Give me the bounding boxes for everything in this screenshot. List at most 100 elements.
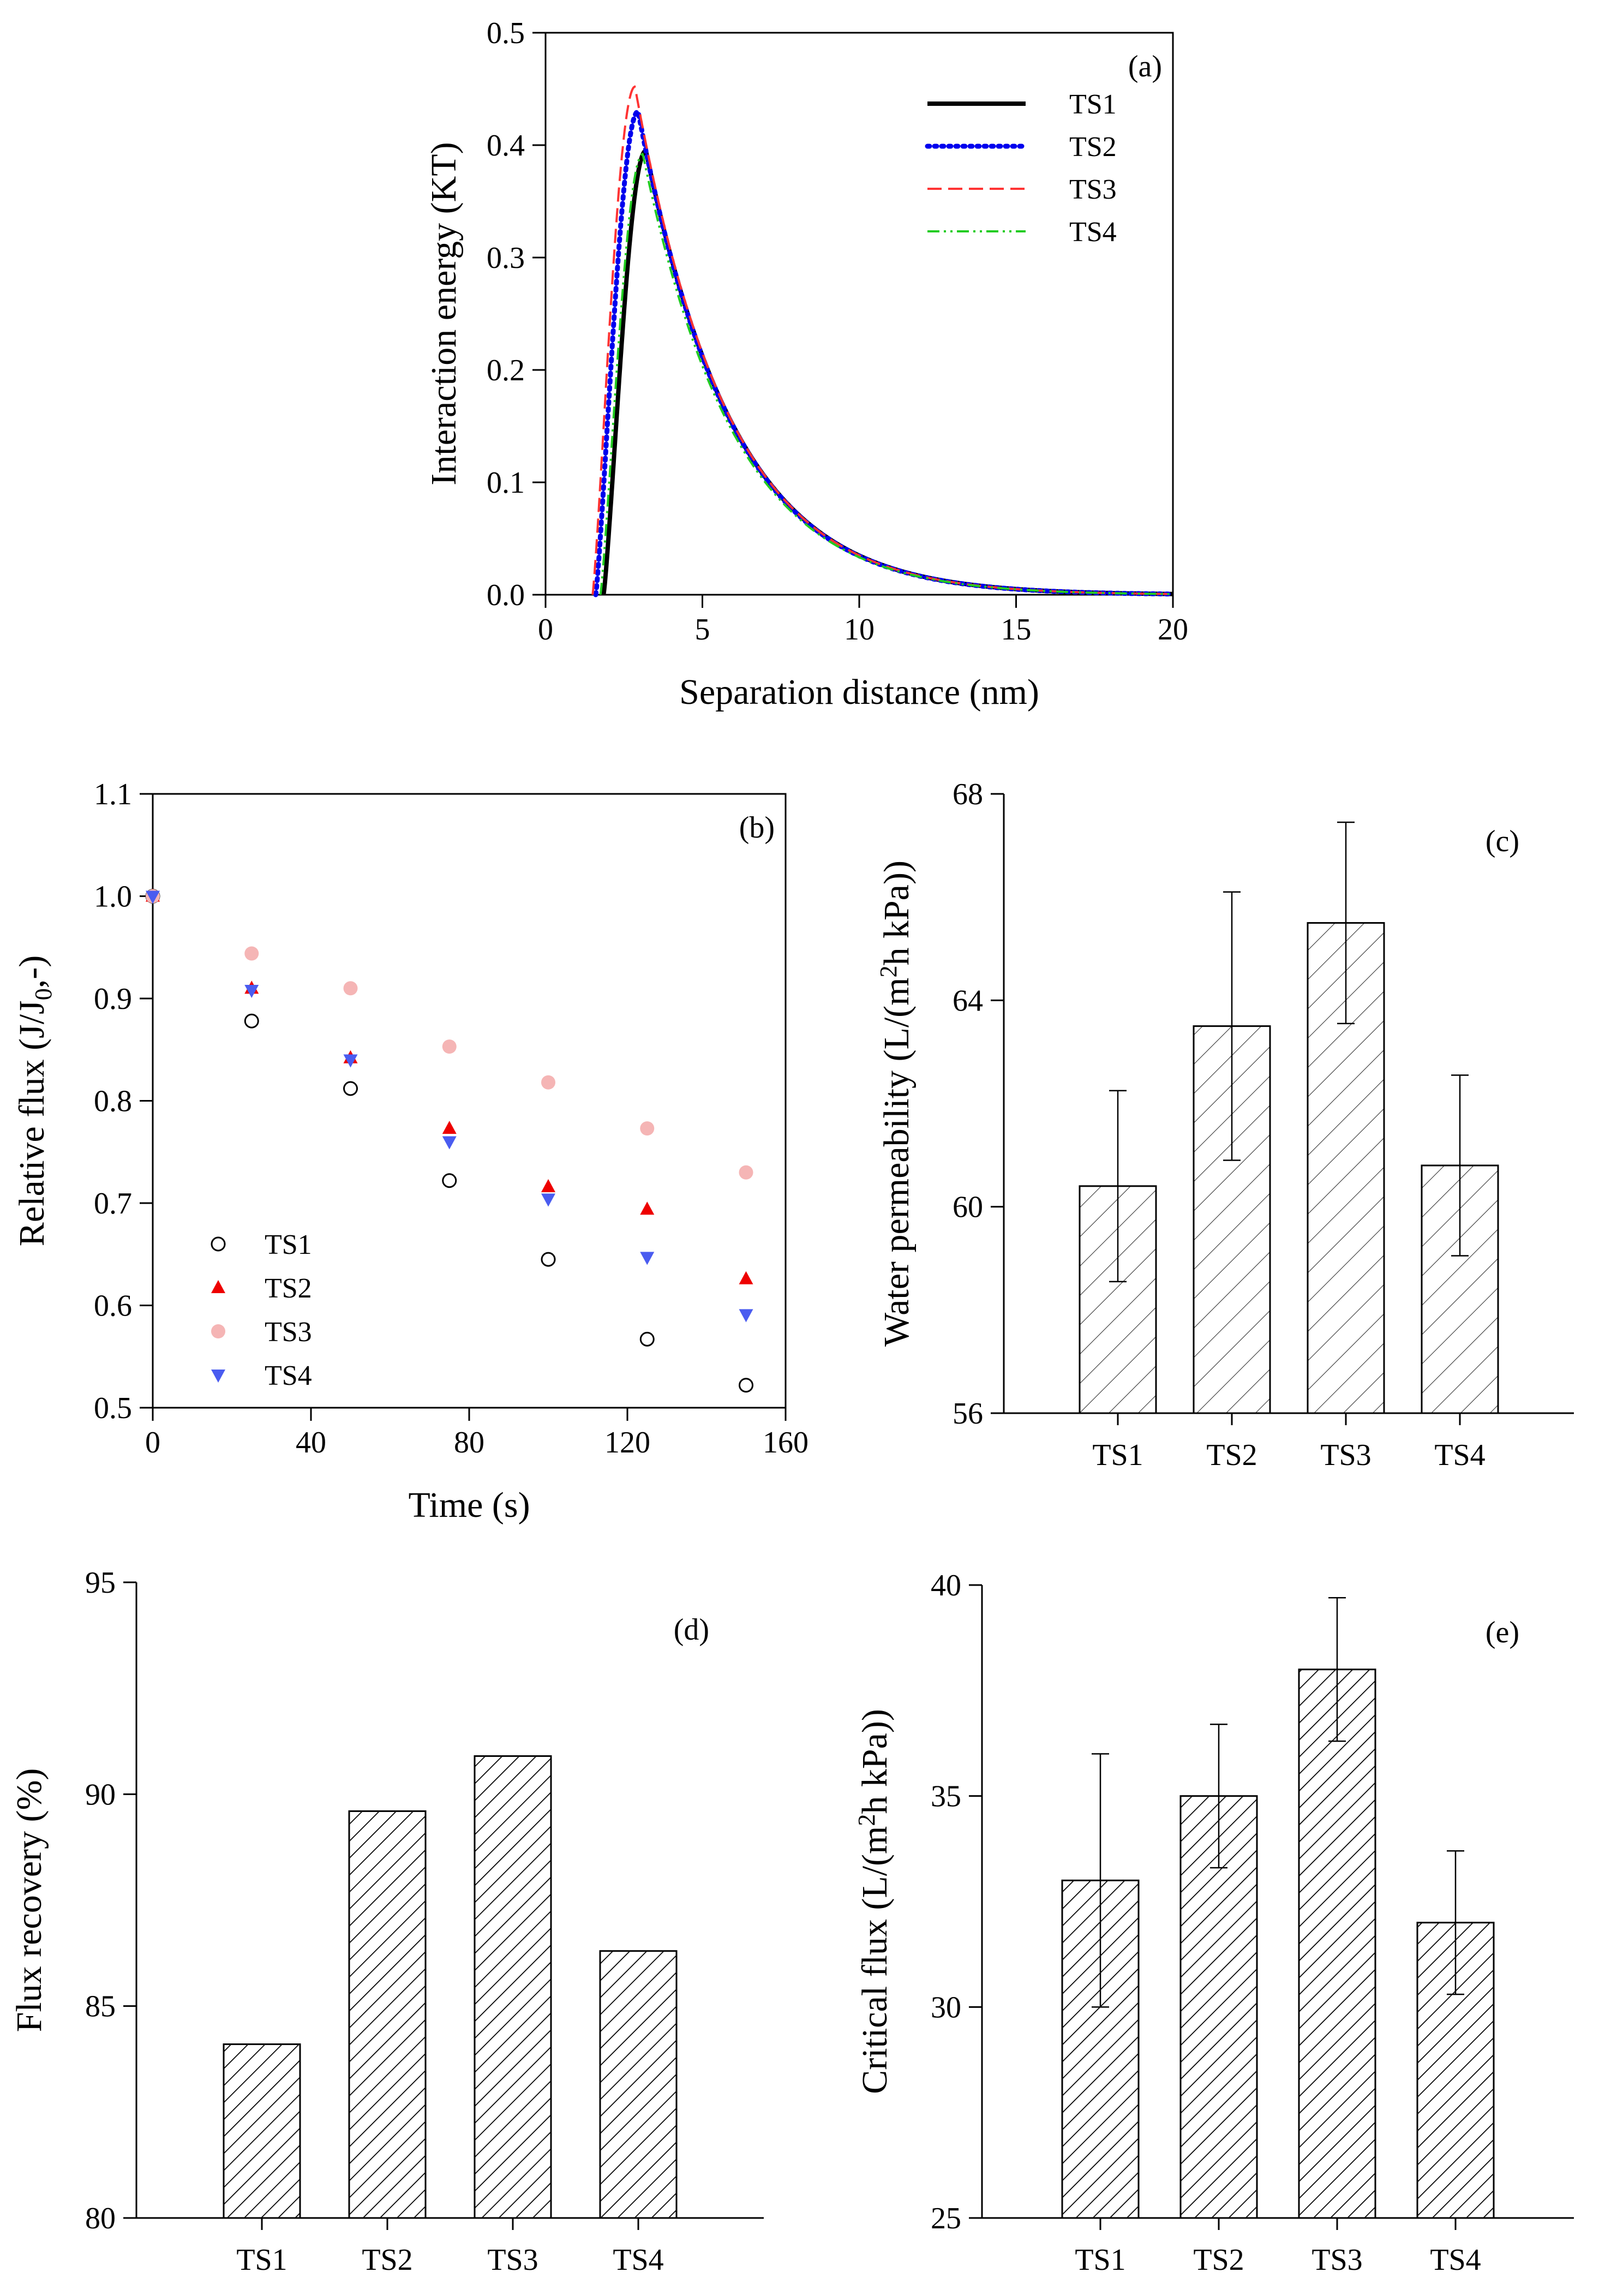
panel-tag: (c) <box>1486 824 1519 858</box>
y-axis-label: Flux recovery (%) <box>9 1768 49 2032</box>
y-tick-label: 1.0 <box>94 880 132 914</box>
data-point-ts3 <box>442 1039 457 1054</box>
x-axis-label: Separation distance (nm) <box>679 672 1039 712</box>
x-tick-label: 160 <box>763 1426 809 1460</box>
y-tick-label: 60 <box>953 1191 983 1224</box>
data-point-ts2 <box>541 1179 555 1192</box>
data-point-ts4 <box>442 1136 457 1150</box>
plot-frame-b <box>152 793 787 1409</box>
y-axis-label: Water permeability (L/(m2h kPa)) <box>875 860 917 1347</box>
chart-panel-c: 56 60 64 68 TS1 TS2 TS3 TS4 Water permeability (… <box>875 778 1574 1472</box>
y-axis-label: Critical flux (L/(m2h kPa)) <box>853 1709 895 2094</box>
legend-marker-ts2 <box>211 1280 225 1293</box>
y-tick-label: 0.3 <box>487 241 525 275</box>
bar-ts3 <box>474 1755 552 2219</box>
x-tick-label: 5 <box>695 613 710 647</box>
data-point-ts1 <box>244 1013 259 1029</box>
chart-panel-b: 0.5 0.6 0.7 0.8 0.9 1.0 1.1 0 40 80 120 160 Time (s)… <box>12 778 809 1525</box>
y-tick-label: 90 <box>85 1778 116 1811</box>
x-tick-label: TS4 <box>1430 2243 1481 2277</box>
y-tick-label: 64 <box>953 984 983 1018</box>
chart-panel-a: 0.0 0.1 0.2 0.3 0.4 0.5 0 5 10 15 20 Separation dis… <box>424 16 1188 712</box>
data-point-ts4 <box>343 1054 358 1068</box>
bar-ts4 <box>599 1950 678 2219</box>
y-tick-label: 56 <box>953 1397 983 1431</box>
data-point-ts4 <box>739 1309 753 1323</box>
y-tick-label: 0.1 <box>487 466 525 500</box>
x-tick-label: TS3 <box>1320 1438 1371 1472</box>
legend-marker-ts3 <box>211 1324 225 1338</box>
legend-label: TS3 <box>265 1317 312 1348</box>
legend-label: TS4 <box>1069 217 1117 248</box>
panel-tag: (e) <box>1486 1616 1519 1649</box>
legend-marker-ts4 <box>211 1370 225 1383</box>
data-point-ts2 <box>739 1271 753 1284</box>
y-tick-label: 0.4 <box>487 129 525 163</box>
data-point-ts2 <box>442 1121 457 1134</box>
y-tick-label: 0.5 <box>487 16 525 50</box>
x-tick-label: 10 <box>844 613 875 647</box>
data-point-ts1 <box>639 1331 655 1347</box>
x-tick-label: TS4 <box>1434 1438 1485 1472</box>
x-axis-label: Time (s) <box>408 1485 530 1525</box>
panel-tag: (d) <box>674 1613 709 1647</box>
legend-label: TS2 <box>265 1273 312 1304</box>
x-tick-label: 120 <box>604 1426 650 1460</box>
x-tick-label: TS2 <box>362 2243 412 2277</box>
x-tick-label: TS1 <box>1092 1438 1143 1472</box>
series-line-ts3 <box>591 85 1173 595</box>
x-tick-label: 0 <box>538 613 553 647</box>
data-point-ts1 <box>343 1081 358 1096</box>
x-tick-label: 80 <box>454 1426 484 1460</box>
y-tick-label: 0.2 <box>487 354 525 387</box>
series-line-ts4 <box>599 152 1173 595</box>
bar-ts2 <box>348 1810 427 2219</box>
x-tick-label: 15 <box>1001 613 1032 647</box>
y-tick-label: 0.6 <box>94 1289 132 1323</box>
y-axis-label: Relative flux (J/J0,-) <box>12 955 57 1246</box>
x-tick-label: TS3 <box>1311 2243 1362 2277</box>
y-tick-label: 35 <box>931 1780 961 1814</box>
legend-marker-ts1 <box>211 1236 226 1252</box>
bar-ts1 <box>223 2043 301 2219</box>
data-point-ts2 <box>640 1201 655 1215</box>
panel-tag: (a) <box>1128 50 1162 83</box>
y-tick-label: 0.5 <box>94 1391 132 1425</box>
data-point-ts3 <box>541 1075 555 1090</box>
x-tick-label: TS2 <box>1206 1438 1257 1472</box>
y-tick-label: 68 <box>953 778 983 811</box>
x-tick-label: 20 <box>1158 613 1188 647</box>
legend-label: TS4 <box>265 1360 312 1391</box>
panel-tag: (b) <box>739 811 775 845</box>
x-tick-label: TS4 <box>613 2243 663 2277</box>
y-tick-label: 0.9 <box>94 982 132 1016</box>
legend-label: TS3 <box>1069 174 1117 205</box>
y-tick-label: 80 <box>85 2202 116 2235</box>
data-point-ts4 <box>244 985 259 998</box>
y-tick-label: 25 <box>931 2202 961 2235</box>
data-point-ts1 <box>739 1378 753 1393</box>
data-point-ts4 <box>541 1193 555 1207</box>
chart-panel-e: 25 30 35 40 TS1 TS2 TS3 TS4 Critical flux (L/(m2… <box>853 1569 1574 2277</box>
data-point-ts3 <box>739 1165 753 1180</box>
data-point-ts3 <box>343 981 358 996</box>
data-point-ts3 <box>640 1121 655 1136</box>
data-point-ts1 <box>541 1252 556 1267</box>
data-point-ts1 <box>442 1173 457 1188</box>
y-tick-label: 0.7 <box>94 1187 132 1221</box>
y-tick-label: 0.8 <box>94 1085 132 1119</box>
data-point-ts4 <box>640 1252 655 1265</box>
y-tick-label: 1.1 <box>94 778 132 811</box>
x-tick-label: 0 <box>145 1426 160 1460</box>
legend-label: TS1 <box>1069 89 1117 120</box>
data-point-ts4 <box>146 890 160 904</box>
y-tick-label: 85 <box>85 1990 116 2024</box>
y-tick-label: 95 <box>85 1566 116 1600</box>
x-tick-label: TS2 <box>1193 2243 1244 2277</box>
legend-label: TS1 <box>265 1229 312 1260</box>
data-point-ts3 <box>244 946 259 961</box>
x-tick-label: TS1 <box>1075 2243 1125 2277</box>
x-tick-label: TS3 <box>487 2243 538 2277</box>
legend-label: TS2 <box>1069 131 1117 163</box>
